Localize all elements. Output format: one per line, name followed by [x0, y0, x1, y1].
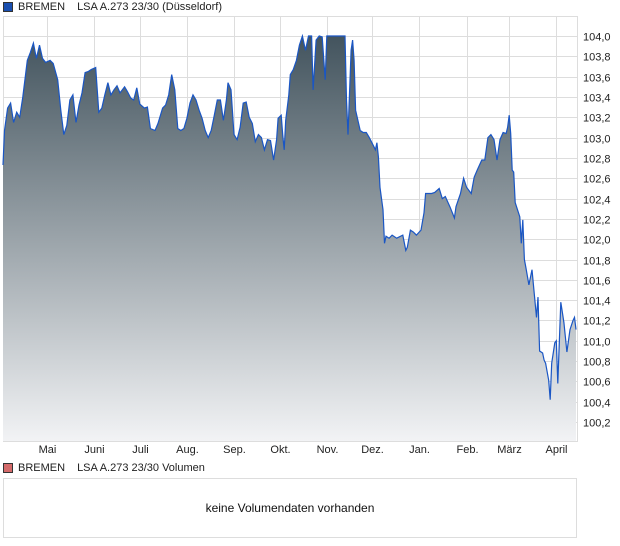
x-tick-label: April [545, 444, 567, 456]
y-tick-label: 103,8 [583, 52, 611, 64]
x-tick-label: Nov. [317, 444, 339, 456]
x-tick-label: März [497, 444, 521, 456]
y-tick-label: 103,2 [583, 113, 611, 125]
y-tick-label: 101,2 [583, 316, 611, 328]
y-tick-label: 102,0 [583, 235, 611, 247]
x-axis: Mai Juni Juli Aug. Sep. Okt. Nov. Dez. Jan. Feb. M… [39, 444, 568, 456]
y-tick-label: 101,6 [583, 276, 611, 288]
price-legend: BREMEN LSA A.273 23/30 (Düsseldorf) [3, 0, 222, 13]
price-line [2, 33, 577, 400]
x-tick-label: Aug. [176, 444, 199, 456]
volume-legend-instrument: LSA A.273 23/30 Volumen [77, 461, 205, 474]
price-chart: 104,0 103,8 103,6 103,4 103,2 103,0 102,8 102,6… [2, 16, 611, 456]
y-tick-label: 102,8 [583, 154, 611, 166]
x-tick-label: Jan. [409, 444, 430, 456]
volume-legend: BREMEN LSA A.273 23/30 Volumen [3, 461, 205, 474]
x-tick-label: Feb. [456, 444, 478, 456]
y-tick-label: 102,6 [583, 174, 611, 186]
y-tick-label: 102,2 [583, 215, 611, 227]
y-tick-label: 100,2 [583, 418, 611, 430]
price-legend-instrument: LSA A.273 23/30 (Düsseldorf) [77, 0, 222, 13]
x-tick-label: Dez. [361, 444, 384, 456]
y-tick-label: 101,8 [583, 256, 611, 268]
y-tick-label: 101,0 [583, 337, 611, 349]
volume-legend-swatch [3, 462, 13, 473]
x-tick-label: Mai [39, 444, 57, 456]
y-tick-label: 100,8 [583, 357, 611, 369]
price-legend-name: BREMEN [18, 0, 66, 13]
x-tick-label: Sep. [223, 444, 246, 456]
y-tick-label: 101,4 [583, 296, 611, 308]
y-tick-label: 103,4 [583, 93, 611, 105]
volume-legend-name: BREMEN [18, 461, 66, 474]
y-tick-label: 102,4 [583, 195, 611, 207]
y-tick-label: 103,6 [583, 73, 611, 85]
no-volume-message: keine Volumendaten vorhanden [205, 501, 375, 515]
y-axis: 104,0 103,8 103,6 103,4 103,2 103,0 102,8 102,6… [583, 32, 611, 430]
y-tick-label: 104,0 [583, 32, 611, 44]
y-tick-label: 100,4 [583, 398, 611, 410]
y-tick-label: 100,6 [583, 377, 611, 389]
x-tick-label: Juli [132, 444, 149, 456]
x-tick-label: Juni [84, 444, 104, 456]
x-tick-label: Okt. [270, 444, 290, 456]
volume-chart: keine Volumendaten vorhanden [3, 478, 577, 538]
y-tick-label: 103,0 [583, 134, 611, 146]
price-legend-swatch [3, 1, 13, 12]
price-area [3, 36, 576, 441]
